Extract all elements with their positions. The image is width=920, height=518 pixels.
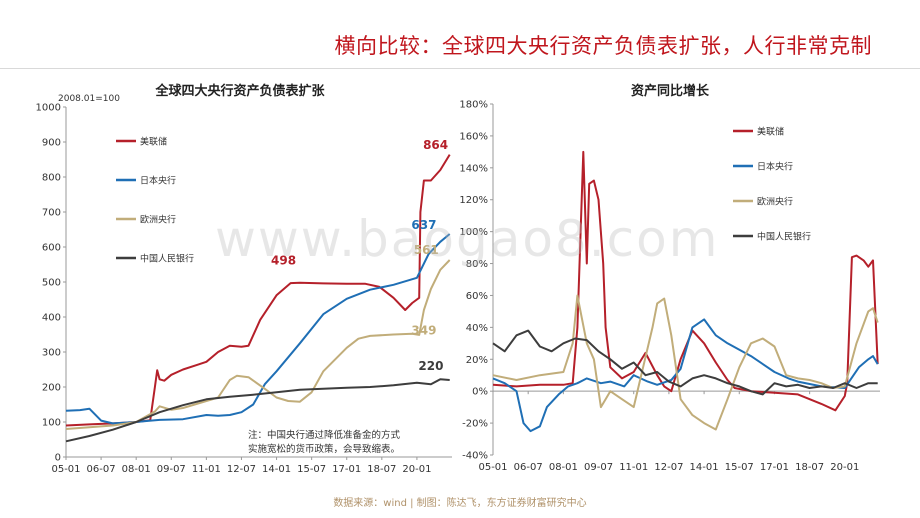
- x-tick-label: 11-01: [192, 464, 221, 475]
- y-tick-label: 0: [55, 453, 61, 464]
- legend-label: 中国人民银行: [140, 253, 194, 265]
- x-tick-label: 17-01: [332, 464, 361, 475]
- y-tick-label: 500: [42, 278, 61, 289]
- x-tick-label: 09-07: [157, 464, 186, 475]
- y-tick-label: 0%: [472, 387, 488, 398]
- x-tick-label: 15-07: [297, 464, 326, 475]
- y-tick-label: 300: [42, 348, 61, 359]
- legend-label: 美联储: [140, 136, 167, 148]
- y-tick-label: 1000: [36, 103, 61, 114]
- x-tick-label: 14-01: [690, 462, 719, 473]
- x-tick-label: 17-01: [760, 462, 789, 473]
- chart-note: 注：中国央行通过降低准备金的方式: [248, 429, 401, 441]
- series-line-0: [65, 154, 451, 427]
- x-tick-label: 05-01: [51, 464, 80, 475]
- x-tick-label: 18-07: [367, 464, 396, 475]
- legend-label: 美联储: [757, 126, 784, 138]
- legend-label: 欧洲央行: [140, 214, 176, 226]
- data-label: 349: [411, 324, 436, 338]
- page-title: 横向比较：全球四大央行资产负债表扩张，人行非常克制: [334, 34, 872, 58]
- asset-growth-chart: 资产同比增长 -40% -20% 0% 20% 40% 60% 80% 100% 120% 140%…: [459, 83, 880, 473]
- x-tick-label: 20-01: [830, 462, 859, 473]
- y-tick-label: 800: [42, 173, 61, 184]
- chart-title: 全球四大央行资产负债表扩张: [154, 83, 325, 99]
- watermark: www.baogao8.com: [215, 210, 720, 268]
- x-tick-label: 20-01: [402, 464, 431, 475]
- y-tick-label: 200: [42, 383, 61, 394]
- chart-note: 实施宽松的货币政策，会导致缩表。: [248, 443, 400, 455]
- legend-label: 中国人民银行: [757, 231, 811, 243]
- y-tick-label: 600: [42, 243, 61, 254]
- legend-label: 欧洲央行: [757, 196, 793, 208]
- y-tick-label: 100: [42, 418, 61, 429]
- series-line-2: [65, 259, 451, 430]
- source-footer: 数据来源：wind | 制图：陈达飞，东方证券财富研究中心: [333, 498, 587, 509]
- x-tick-label: 08-01: [549, 462, 578, 473]
- x-tick-label: 12-07: [227, 464, 256, 475]
- unit-note: 2008.01=100: [58, 94, 120, 104]
- data-label: 220: [418, 359, 443, 373]
- x-tick-label: 15-07: [725, 462, 754, 473]
- balance-sheet-chart: 全球四大央行资产负债表扩张 2008.01=100 0 100 200 300 400 500…: [36, 83, 452, 475]
- x-tick-label: 14-01: [262, 464, 291, 475]
- y-tick-label: 900: [42, 138, 61, 149]
- x-tick-label: 06-07: [514, 462, 543, 473]
- series-line-3: [65, 378, 450, 443]
- data-label: 864: [423, 138, 448, 152]
- y-tick-label: -20%: [462, 419, 488, 430]
- y-tick-label: 180%: [459, 100, 488, 111]
- series-line-3: [492, 329, 878, 396]
- data-label: 637: [411, 218, 436, 232]
- y-tick-label: 100%: [459, 227, 488, 238]
- chart-title: 资产同比增长: [631, 83, 710, 99]
- legend-label: 日本央行: [140, 175, 176, 187]
- x-tick-label: 11-01: [619, 462, 648, 473]
- y-tick-label: 20%: [466, 355, 488, 366]
- series-line-1: [65, 233, 451, 425]
- x-tick-label: 09-07: [584, 462, 613, 473]
- x-tick-label: 18-07: [795, 462, 824, 473]
- y-tick-label: 400: [42, 313, 61, 324]
- series-line-1: [492, 318, 879, 433]
- x-tick-label: 08-01: [122, 464, 151, 475]
- y-tick-label: 140%: [459, 163, 488, 174]
- series-line-0: [492, 150, 879, 412]
- data-label: 561: [414, 243, 439, 257]
- x-tick-label: 05-01: [478, 462, 507, 473]
- y-tick-label: -40%: [462, 451, 488, 462]
- y-tick-label: 120%: [459, 195, 488, 206]
- y-tick-label: 160%: [459, 131, 488, 142]
- x-tick-label: 06-07: [87, 464, 116, 475]
- legend-label: 日本央行: [757, 161, 793, 173]
- y-tick-label: 80%: [466, 259, 488, 270]
- y-tick-label: 700: [42, 208, 61, 219]
- y-tick-label: 40%: [466, 323, 488, 334]
- x-tick-label: 12-07: [654, 462, 683, 473]
- series-line-2: [492, 294, 879, 431]
- title-divider: [0, 68, 920, 69]
- data-label: 498: [271, 254, 296, 268]
- y-tick-label: 60%: [466, 291, 488, 302]
